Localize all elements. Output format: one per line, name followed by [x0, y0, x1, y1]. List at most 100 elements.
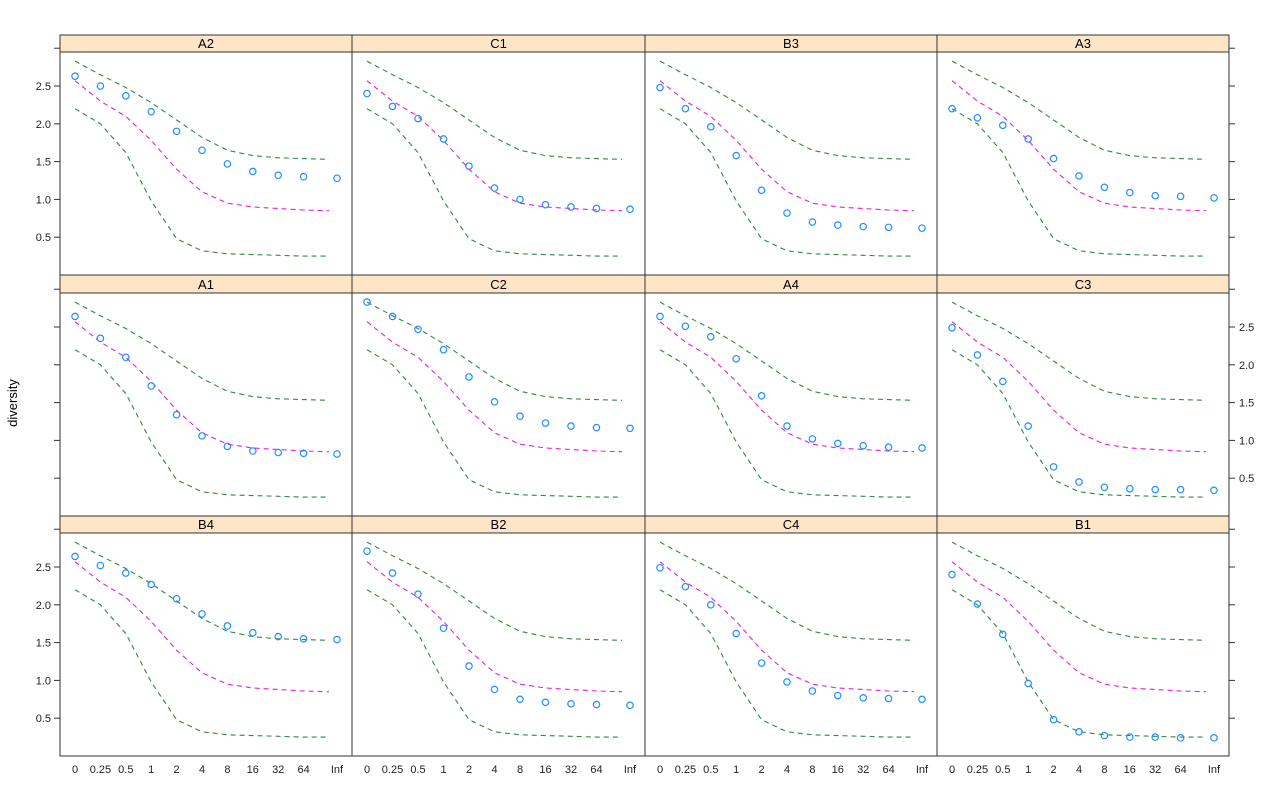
point-A1-16 [249, 447, 257, 455]
point-A1-2 [172, 410, 181, 419]
point-B4-4 [198, 610, 206, 618]
x-tick-label: 16 [832, 764, 844, 776]
upper-line-B2 [366, 541, 623, 641]
point-B1-2 [1049, 715, 1058, 724]
x-tick-label: 0.25 [967, 764, 988, 776]
panel-B1 [936, 532, 1230, 757]
y-tick-label: 1.5 [1239, 398, 1254, 410]
point-C1-64 [592, 204, 601, 213]
point-C3-2 [1049, 463, 1058, 471]
y-tick-label: 1.0 [1239, 435, 1254, 447]
y-tick-label: 2.5 [36, 81, 51, 93]
point-A1-1 [147, 382, 156, 390]
lower-line-C3 [951, 349, 1206, 498]
upper-line-A4 [659, 301, 915, 401]
y-tick-label: 0.5 [36, 713, 51, 725]
point-A4-1 [732, 354, 741, 363]
x-tick-label: 0.5 [410, 764, 425, 776]
point-B4-2 [172, 594, 181, 603]
lower-line-B4 [74, 589, 329, 738]
strip-label-B2: B2 [491, 517, 507, 532]
x-tick-label: 0.5 [995, 764, 1010, 776]
point-B3-Inf [918, 224, 926, 232]
point-B3-4 [783, 209, 791, 217]
panel-A4 [644, 292, 938, 517]
y-tick-label: 1.0 [36, 675, 51, 687]
y-tick-label: 2.5 [36, 562, 51, 574]
upper-line-A3 [951, 60, 1207, 160]
point-A1-0.25 [96, 334, 105, 343]
y-tick-label: 1.0 [36, 194, 51, 206]
point-C3-1 [1024, 422, 1033, 430]
x-tick-label: 8 [224, 764, 230, 776]
y-tick-label: 2.5 [1239, 322, 1254, 334]
upper-line-C4 [659, 541, 915, 641]
x-tick-label: 64 [882, 764, 894, 776]
point-B2-0.25 [388, 569, 397, 577]
y-tick-label: 1.5 [36, 638, 51, 650]
point-C4-Inf [918, 695, 926, 704]
upper-line-A1 [74, 301, 330, 401]
point-C4-8 [808, 687, 817, 695]
point-C4-64 [884, 694, 893, 703]
panel-B4 [59, 532, 353, 757]
point-A3-0.5 [998, 121, 1007, 130]
point-B4-0.25 [96, 561, 105, 570]
x-tick-label: 8 [809, 764, 815, 776]
point-C1-32 [567, 203, 575, 211]
strip-label-C1: C1 [490, 36, 507, 51]
x-tick-label: 8 [517, 764, 523, 776]
x-tick-label: 4 [784, 764, 790, 776]
axes: 0.5 1.0 1.5 2.0 2.5 0.5 1.0 1.5 2.0 2.5 0.5 1.0 1.5 2… [36, 47, 1254, 776]
x-tick-label: 0.5 [118, 764, 133, 776]
x-tick-label: 1 [440, 764, 446, 776]
x-tick-label: 4 [199, 764, 205, 776]
x-tick-label: 2 [759, 764, 765, 776]
point-A1-64 [299, 449, 308, 458]
panel-A3 [936, 51, 1230, 276]
panel-C4 [644, 532, 938, 757]
point-B3-0 [656, 83, 664, 92]
point-A4-0.5 [706, 333, 715, 341]
point-B3-8 [808, 218, 817, 226]
point-B1-16 [1126, 733, 1134, 741]
point-C1-16 [541, 200, 550, 209]
point-A4-0.25 [681, 322, 690, 331]
point-A4-16 [833, 439, 842, 448]
point-C2-32 [567, 422, 575, 430]
lower-line-B2 [366, 589, 622, 738]
strip-label-C2: C2 [490, 277, 507, 292]
point-B3-0.5 [706, 123, 715, 131]
point-C4-2 [757, 659, 766, 667]
x-tick-label: Inf [1208, 764, 1221, 776]
reference-lines [74, 60, 1207, 738]
point-C4-0.5 [706, 601, 715, 609]
point-C3-8 [1100, 483, 1109, 492]
point-C2-2 [465, 373, 473, 381]
point-B1-8 [1100, 731, 1109, 740]
point-A1-Inf [333, 450, 341, 458]
point-A2-4 [198, 146, 206, 155]
y-tick-label: 2.0 [1239, 360, 1254, 372]
point-B4-1 [147, 580, 156, 589]
x-tick-label: Inf [331, 764, 344, 776]
point-C1-8 [516, 195, 524, 204]
point-B4-0 [71, 552, 79, 561]
point-A3-32 [1151, 191, 1160, 200]
x-tick-label: 8 [1101, 764, 1107, 776]
point-C4-32 [859, 693, 868, 702]
point-B2-1 [439, 624, 448, 633]
point-C3-4 [1075, 478, 1083, 486]
x-tick-label: 0.25 [675, 764, 696, 776]
point-A2-1 [147, 107, 156, 116]
point-A2-16 [249, 167, 257, 176]
point-B2-4 [490, 685, 499, 694]
point-C2-64 [592, 423, 601, 432]
strip-label-C4: C4 [783, 517, 800, 532]
point-C2-0.5 [414, 325, 422, 334]
x-tick-label: 64 [1174, 764, 1186, 776]
point-B3-16 [833, 221, 842, 229]
point-C3-0 [948, 323, 956, 332]
point-A2-2 [172, 127, 181, 136]
point-B4-0.5 [122, 569, 130, 577]
